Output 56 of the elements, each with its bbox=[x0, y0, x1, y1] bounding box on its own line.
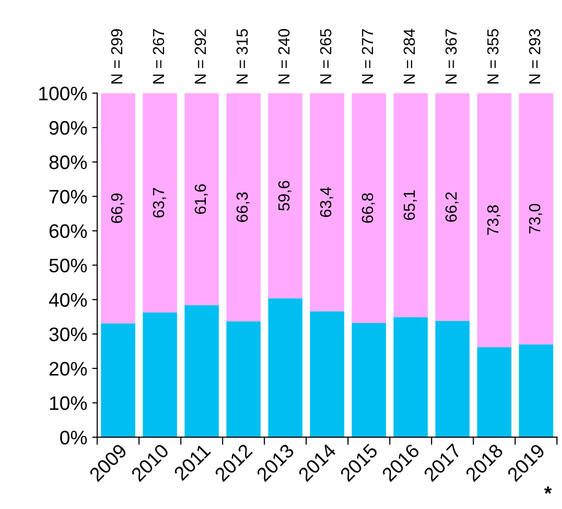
bar bbox=[310, 311, 344, 438]
y-tick-label: 50% bbox=[49, 258, 87, 272]
y-tick-label: 20% bbox=[50, 362, 87, 376]
y-tick-label: 40% bbox=[49, 293, 87, 307]
bar bbox=[352, 93, 386, 323]
bar bbox=[100, 93, 136, 324]
bar bbox=[352, 322, 386, 438]
bar bbox=[142, 93, 178, 312]
bar bbox=[477, 93, 512, 348]
data-label: 66,3 bbox=[236, 192, 250, 222]
annotation: N = 367 bbox=[445, 29, 457, 84]
bar bbox=[518, 93, 554, 344]
y-tick-label: 90% bbox=[50, 121, 87, 135]
bar bbox=[100, 323, 136, 438]
bar bbox=[184, 305, 219, 438]
y-tick-label: 70% bbox=[50, 190, 87, 204]
y-tick-label: 30% bbox=[49, 327, 87, 342]
bar bbox=[226, 321, 261, 438]
bar bbox=[518, 344, 554, 438]
data-label: 63,4 bbox=[320, 187, 334, 217]
bar bbox=[394, 317, 428, 438]
data-label: 73,8 bbox=[487, 205, 500, 235]
y-tick-label: 10% bbox=[50, 396, 87, 410]
bar bbox=[477, 347, 512, 438]
data-label: 61,6 bbox=[194, 184, 208, 214]
data-label: 66,2 bbox=[445, 192, 459, 222]
y-tick-label: 100% bbox=[39, 86, 87, 100]
annotation: N = 284 bbox=[404, 28, 415, 84]
bar bbox=[394, 93, 428, 318]
data-label: 73,0 bbox=[529, 204, 542, 234]
data-label: 59,6 bbox=[278, 180, 292, 211]
annotation: N = 299 bbox=[111, 29, 122, 84]
annotation: N = 277 bbox=[362, 29, 374, 84]
data-label: 66,9 bbox=[111, 193, 124, 223]
annotation: N = 267 bbox=[152, 29, 164, 84]
bar bbox=[435, 93, 470, 321]
bar bbox=[226, 93, 261, 322]
y-tick-label: 80% bbox=[49, 155, 87, 170]
bar bbox=[310, 93, 344, 312]
y-tick-label: 0% bbox=[60, 430, 87, 444]
y-tick-label: 60% bbox=[50, 224, 87, 238]
annotation: N = 355 bbox=[487, 29, 499, 84]
data-label: 66,8 bbox=[362, 193, 376, 223]
data-label: 63,7 bbox=[152, 188, 166, 218]
annotation: N = 293 bbox=[529, 29, 540, 84]
text: * bbox=[544, 486, 552, 494]
bar bbox=[435, 320, 470, 438]
annotation: N = 292 bbox=[194, 29, 206, 84]
bar bbox=[184, 93, 219, 306]
bar bbox=[268, 93, 302, 298]
bar bbox=[142, 312, 178, 438]
annotation: N = 265 bbox=[320, 29, 332, 84]
data-label: 65,1 bbox=[404, 190, 417, 220]
annotation: N = 240 bbox=[278, 29, 290, 84]
bar bbox=[268, 298, 302, 438]
annotation: N = 315 bbox=[236, 29, 248, 84]
